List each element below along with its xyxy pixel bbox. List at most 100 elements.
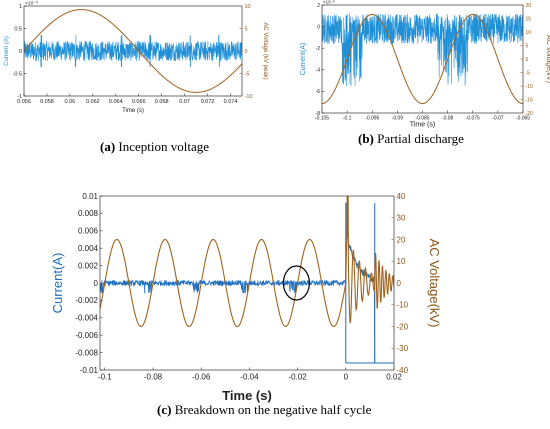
xtick-label-a-7: 0.07 bbox=[179, 99, 190, 105]
ytick-left-label-c-6: 0.002 bbox=[78, 261, 99, 270]
caption-a-letter: (a) bbox=[100, 139, 116, 154]
xtick-label-a-3: 0.062 bbox=[86, 99, 100, 105]
ytick-left-label-a-4: 1 bbox=[19, 4, 22, 10]
xtick-label-c-3: -0.04 bbox=[240, 373, 259, 382]
series-voltage-a bbox=[24, 9, 242, 93]
annotation-ellipse bbox=[282, 265, 311, 301]
ytick-right-label-b-8: 20 bbox=[526, 3, 532, 9]
xtick-label-a-5: 0.066 bbox=[132, 99, 146, 105]
xtick-label-b-6: -0.075 bbox=[466, 116, 480, 122]
yaxis-left-title-b: Current(A) bbox=[300, 43, 307, 76]
ytick-right-label-b-0: -20 bbox=[526, 111, 533, 117]
caption-c: (c) Breakdown on the negative half cycle bbox=[157, 402, 371, 418]
ytick-left-label-a-0: -1 bbox=[17, 94, 22, 100]
chart-a: 0.056 0.058 0.06 0.062 0.064 0.066 0.068 0.07 0.… bbox=[4, 1, 268, 115]
ytick-right-label-b-3: -5 bbox=[526, 70, 531, 76]
xtick-label-b-7: -0.07 bbox=[492, 116, 504, 122]
ytick-left-label-c-4: -0.002 bbox=[75, 296, 98, 305]
ytick-right-label-c-4: 0 bbox=[397, 279, 402, 288]
ytick-right-label-c-1: -30 bbox=[397, 344, 409, 353]
ytick-left-label-a-3: 0.5 bbox=[14, 26, 22, 32]
ytick-left-label-c-2: -0.006 bbox=[75, 331, 98, 340]
ytick-right-label-a-0: -10 bbox=[245, 94, 253, 100]
ytick-left-label-a-2: 0 bbox=[19, 49, 22, 55]
ytick-right-label-c-2: -20 bbox=[397, 322, 409, 331]
series-current-b bbox=[322, 13, 523, 87]
ytick-left-label-c-5: 0 bbox=[94, 279, 99, 288]
xaxis-title-a: Time (s) bbox=[122, 108, 144, 114]
ytick-left-label-b-0: -8 bbox=[316, 111, 321, 117]
ytick-right-label-a-2: 0 bbox=[245, 49, 248, 55]
caption-c-letter: (c) bbox=[157, 402, 172, 417]
ytick-left-label-b-1: -6 bbox=[316, 89, 321, 95]
xaxis-title-c: Time (s) bbox=[222, 388, 272, 403]
ytick-right-label-b-5: 5 bbox=[526, 43, 529, 49]
xtick-label-b-5: -0.08 bbox=[442, 116, 454, 122]
xtick-label-b-4: -0.085 bbox=[415, 116, 429, 122]
ytick-right-label-c-3: -10 bbox=[397, 301, 409, 310]
ytick-left-label-c-0: -0.01 bbox=[80, 366, 99, 375]
series-voltage-c bbox=[100, 196, 394, 328]
caption-a: (a) Inception voltage bbox=[100, 139, 209, 155]
ytick-right-label-c-7: 30 bbox=[397, 214, 406, 223]
xtick-label-b-2: -0.095 bbox=[365, 116, 379, 122]
chart-c: -0.1 -0.08 -0.06 -0.04 -0.02 0 0.02 -0.01 -0.008… bbox=[50, 192, 442, 403]
xtick-label-a-4: 0.064 bbox=[109, 99, 123, 105]
plot-area-c bbox=[100, 196, 394, 364]
xtick-label-c-4: -0.02 bbox=[288, 373, 307, 382]
xtick-label-a-1: 0.058 bbox=[40, 99, 54, 105]
ytick-left-label-a-1: -0.5 bbox=[13, 71, 22, 77]
xtick-label-b-1: -0.1 bbox=[343, 116, 352, 122]
ytick-left-label-c-1: -0.008 bbox=[75, 348, 98, 357]
ytick-right-label-b-4: 0 bbox=[526, 57, 529, 63]
ytick-left-label-b-2: -4 bbox=[316, 68, 321, 74]
ytick-left-label-c-3: -0.004 bbox=[75, 314, 98, 323]
ytick-left-label-c-10: 0.01 bbox=[82, 192, 98, 201]
yaxis-left-title-c: Current(A) bbox=[50, 253, 65, 314]
series-current-c bbox=[100, 202, 394, 364]
ytick-left-label-c-8: 0.006 bbox=[78, 227, 99, 236]
plot-area-b bbox=[322, 13, 523, 105]
ytick-right-label-a-3: 5 bbox=[245, 26, 248, 32]
caption-b-text: Partial discharge bbox=[373, 131, 464, 146]
xtick-label-a-9: 0.074 bbox=[224, 99, 238, 105]
ytick-right-label-b-1: -15 bbox=[526, 97, 533, 103]
ytick-right-label-c-8: 40 bbox=[397, 192, 406, 201]
plot-area-a bbox=[24, 9, 242, 93]
yaxis-right-title-a: AC Voltage (kV peak) bbox=[262, 22, 268, 79]
xtick-label-b-3: -0.09 bbox=[392, 116, 404, 122]
exponent-label-b: ×10⁻³ bbox=[323, 0, 335, 5]
yaxis-right-title-c: AC Voltage(kV) bbox=[427, 239, 442, 328]
ytick-right-label-b-7: 15 bbox=[526, 16, 532, 22]
ytick-left-label-b-3: -2 bbox=[316, 46, 321, 52]
caption-b: (b) Partial discharge bbox=[358, 131, 464, 147]
ytick-left-label-c-7: 0.004 bbox=[78, 244, 99, 253]
chart-b: -0.105 -0.1 -0.095 -0.09 -0.085 -0.08 -0.075 -0… bbox=[300, 0, 550, 128]
xtick-label-a-6: 0.068 bbox=[155, 99, 169, 105]
ytick-left-label-b-4: 0 bbox=[317, 24, 320, 30]
ytick-right-label-b-6: 10 bbox=[526, 30, 532, 36]
ytick-left-label-b-5: 2 bbox=[317, 3, 320, 9]
xtick-label-c-0: -0.1 bbox=[98, 373, 112, 382]
xtick-label-c-6: 0.02 bbox=[386, 373, 402, 382]
xtick-label-b-0: -0.105 bbox=[315, 116, 329, 122]
xtick-label-c-2: -0.06 bbox=[192, 373, 211, 382]
ytick-right-label-c-5: 10 bbox=[397, 257, 406, 266]
exponent-label-a: ×10⁻³ bbox=[25, 1, 38, 7]
yaxis-right-title-b: AC Voltage(kV) bbox=[545, 35, 550, 83]
ytick-right-label-a-1: -5 bbox=[245, 71, 250, 77]
xtick-label-b-8: -0.065 bbox=[516, 116, 530, 122]
caption-c-text: Breakdown on the negative half cycle bbox=[171, 402, 372, 417]
series-current-a bbox=[24, 34, 242, 68]
caption-b-letter: (b) bbox=[358, 131, 374, 146]
series-voltage-b bbox=[322, 13, 523, 105]
ytick-right-label-c-0: -40 bbox=[397, 366, 409, 375]
ytick-left-label-c-9: 0.008 bbox=[78, 209, 99, 218]
xtick-label-a-8: 0.072 bbox=[201, 99, 215, 105]
ytick-right-label-b-2: -10 bbox=[526, 84, 533, 90]
xtick-label-c-5: 0 bbox=[344, 373, 349, 382]
xtick-label-c-1: -0.08 bbox=[144, 373, 163, 382]
xaxis-title-b: Time (s) bbox=[410, 121, 435, 128]
caption-a-text: Inception voltage bbox=[115, 139, 210, 154]
